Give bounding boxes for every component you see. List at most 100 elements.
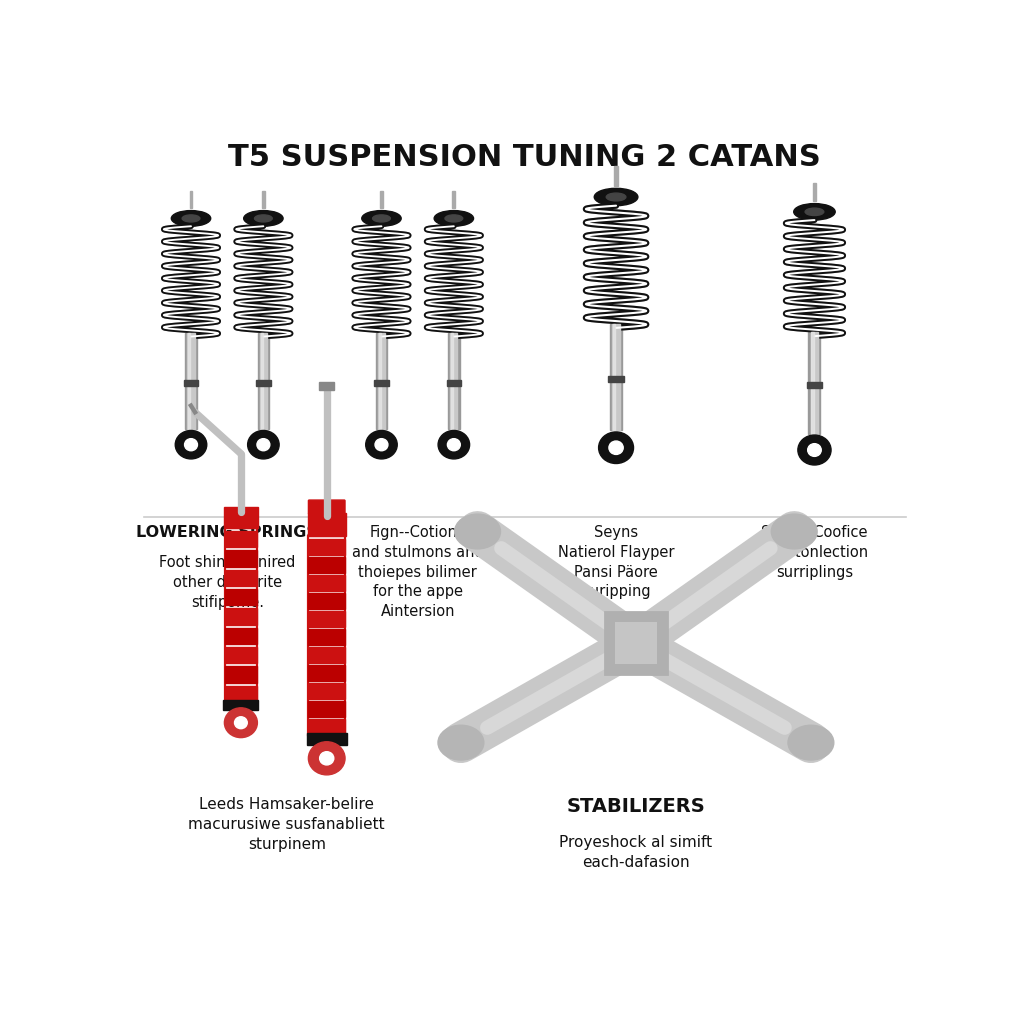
Bar	[187, 333, 195, 429]
Ellipse shape	[375, 438, 388, 451]
Bar	[811, 333, 818, 433]
Bar	[225, 628, 257, 644]
Bar	[260, 333, 263, 429]
Bar	[376, 333, 387, 429]
Bar	[224, 508, 258, 528]
Bar	[308, 574, 345, 591]
Bar	[613, 324, 615, 430]
Bar	[446, 380, 461, 386]
Bar	[379, 333, 381, 429]
Ellipse shape	[788, 725, 834, 760]
Ellipse shape	[808, 443, 821, 457]
Bar	[319, 382, 334, 390]
Bar	[308, 611, 345, 627]
Text: LOWERING SPRINGS: LOWERING SPRINGS	[136, 525, 318, 540]
Ellipse shape	[366, 430, 397, 459]
Ellipse shape	[805, 208, 823, 215]
Bar	[262, 190, 265, 209]
Ellipse shape	[438, 430, 470, 459]
Bar	[260, 333, 267, 429]
Bar	[225, 686, 257, 702]
Bar	[608, 376, 624, 383]
Bar	[807, 382, 822, 388]
Bar	[308, 683, 345, 699]
Bar	[308, 647, 345, 663]
Bar	[225, 550, 257, 567]
Text: STABILIZERS: STABILIZERS	[566, 797, 706, 816]
Bar	[308, 593, 345, 608]
Ellipse shape	[308, 741, 345, 775]
Bar	[451, 333, 458, 429]
Text: Proyeshock al simift
each-dafasion: Proyeshock al simift each-dafasion	[559, 835, 713, 869]
Bar	[811, 333, 814, 433]
Bar	[225, 589, 257, 605]
Bar	[188, 333, 190, 429]
Bar	[380, 190, 383, 209]
Ellipse shape	[373, 215, 390, 222]
Ellipse shape	[445, 215, 463, 222]
Bar	[258, 333, 269, 429]
Ellipse shape	[184, 438, 198, 451]
Bar	[308, 701, 345, 717]
Bar	[184, 380, 199, 386]
Ellipse shape	[171, 211, 211, 226]
Ellipse shape	[594, 188, 638, 206]
Bar	[449, 333, 460, 429]
Bar	[225, 667, 257, 683]
Bar	[225, 531, 257, 548]
Ellipse shape	[255, 215, 272, 222]
Ellipse shape	[244, 211, 283, 226]
Bar	[375, 380, 389, 386]
Bar	[256, 380, 270, 386]
Ellipse shape	[609, 441, 624, 455]
Text: Foot shindk tinired
other dalearite
stifipome.: Foot shindk tinired other dalearite stif…	[159, 555, 295, 609]
Ellipse shape	[606, 194, 626, 201]
Ellipse shape	[771, 514, 817, 549]
Text: Fign--Cotions
and stulmons and
thoiepes bilimer
for the appe
Aintersion: Fign--Cotions and stulmons and thoiepes …	[352, 525, 483, 620]
Ellipse shape	[798, 435, 831, 465]
Bar	[307, 513, 346, 537]
Bar	[223, 700, 258, 711]
Bar	[308, 539, 345, 555]
Ellipse shape	[361, 211, 401, 226]
Bar	[609, 324, 623, 430]
Bar	[189, 190, 193, 209]
Bar	[808, 333, 820, 433]
Bar	[615, 623, 656, 664]
Bar	[308, 719, 345, 735]
Text: Seyns
Natierol Flayper
Pansi Päore
suripping: Seyns Natierol Flayper Pansi Päore surip…	[558, 525, 675, 599]
Bar	[604, 612, 668, 675]
Ellipse shape	[434, 211, 473, 226]
Bar	[225, 528, 257, 702]
Ellipse shape	[224, 708, 257, 737]
FancyBboxPatch shape	[308, 500, 345, 514]
Ellipse shape	[794, 204, 836, 220]
Bar	[308, 537, 345, 735]
Bar	[225, 569, 257, 586]
Bar	[612, 324, 621, 430]
Bar	[225, 647, 257, 664]
Bar	[225, 608, 257, 625]
Ellipse shape	[234, 717, 247, 729]
Ellipse shape	[599, 432, 634, 464]
Bar	[308, 665, 345, 681]
Text: Leeds Hamsaker-belire
macurusiwe susfanabliett
sturpinem: Leeds Hamsaker-belire macurusiwe susfana…	[188, 797, 385, 852]
Text: Samer-Coofice
vide/tonlection
surriplings: Samer-Coofice vide/tonlection surripling…	[760, 525, 869, 580]
Ellipse shape	[182, 215, 200, 222]
Ellipse shape	[438, 725, 483, 760]
Bar	[308, 629, 345, 645]
Ellipse shape	[455, 514, 501, 549]
Ellipse shape	[319, 752, 334, 765]
Bar	[451, 333, 454, 429]
Bar	[614, 166, 617, 186]
Bar	[307, 733, 347, 745]
Bar	[378, 333, 385, 429]
Ellipse shape	[248, 430, 280, 459]
Ellipse shape	[257, 438, 270, 451]
Text: T5 SUSPENSION TUNING 2 CATANS: T5 SUSPENSION TUNING 2 CATANS	[228, 142, 821, 172]
Ellipse shape	[447, 438, 461, 451]
Ellipse shape	[175, 430, 207, 459]
Bar	[185, 333, 197, 429]
Bar	[308, 557, 345, 572]
Bar	[813, 182, 816, 202]
